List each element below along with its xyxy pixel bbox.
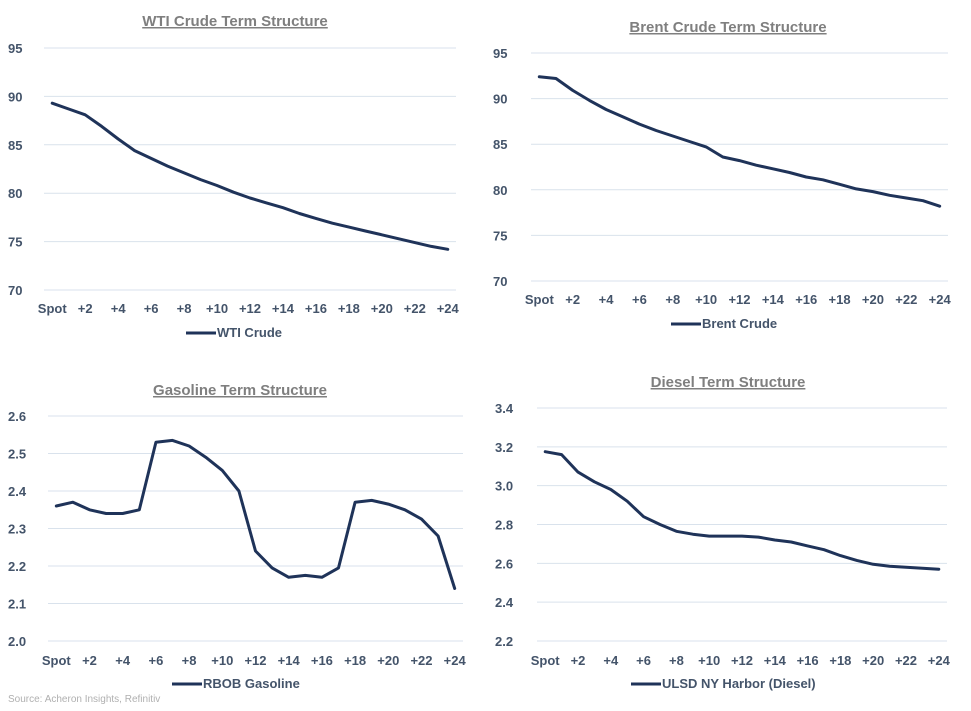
- x-tick-label: +22: [895, 292, 917, 307]
- y-tick-label: 80: [493, 183, 507, 198]
- series-line: [543, 450, 941, 571]
- x-tick-label: +8: [669, 653, 684, 668]
- x-tick-label: +6: [632, 292, 647, 307]
- x-tick-label: +6: [636, 653, 651, 668]
- y-tick-label: 2.3: [8, 522, 26, 537]
- x-tick-label: +10: [698, 653, 720, 668]
- y-tick-label: 2.1: [8, 597, 26, 612]
- chart-title: Diesel Term Structure: [651, 374, 806, 391]
- x-tick-label: +8: [665, 292, 680, 307]
- x-tick-label: +24: [928, 653, 951, 668]
- x-tick-label: +20: [862, 292, 884, 307]
- y-tick-label: 2.4: [495, 595, 514, 610]
- x-tick-label: +16: [797, 653, 819, 668]
- diesel-chart-panel: Diesel Term Structure 2.2 2.4 2.6 2.8 3.0 3.2 3…: [485, 355, 971, 695]
- y-tick-label: 90: [8, 89, 22, 104]
- x-tick-label: +18: [829, 653, 851, 668]
- x-tick-label: +22: [895, 653, 917, 668]
- y-tick-label: 2.6: [495, 556, 513, 571]
- x-tick-label: +2: [565, 292, 580, 307]
- y-tick-label: 95: [8, 41, 22, 56]
- x-tick-label: +2: [82, 653, 97, 668]
- x-tick-label: Spot: [42, 653, 72, 668]
- y-tick-label: 3.4: [495, 401, 514, 416]
- x-tick-label: +18: [344, 653, 366, 668]
- series-line: [54, 438, 457, 590]
- y-tick-label: 2.5: [8, 447, 26, 462]
- x-tick-label: +10: [211, 653, 233, 668]
- x-tick-label: +10: [695, 292, 717, 307]
- gasoline-chart: Gasoline Term Structure 2.0 2.1 2.2 2.3 2.4 2.…: [8, 382, 467, 691]
- wti-chart-panel: WTI Crude Term Structure 70 75 80 85 90 95 Spot…: [0, 0, 485, 355]
- x-tick-label: +12: [728, 292, 750, 307]
- y-tick-label: 2.6: [8, 409, 26, 424]
- x-tick-label: +18: [829, 292, 851, 307]
- y-tick-label: 3.2: [495, 440, 513, 455]
- x-tick-label: +10: [206, 301, 228, 316]
- x-tick-label: +4: [599, 292, 615, 307]
- x-tick-label: Spot: [525, 292, 555, 307]
- gasoline-chart-panel: Gasoline Term Structure 2.0 2.1 2.2 2.3 2.4 2.…: [0, 355, 485, 695]
- x-tick-label: +18: [338, 301, 360, 316]
- x-tick-label: +24: [444, 653, 467, 668]
- x-tick-label: +12: [731, 653, 753, 668]
- legend-label: Brent Crude: [702, 316, 777, 331]
- x-tick-label: +2: [571, 653, 586, 668]
- x-tick-label: +20: [377, 653, 399, 668]
- x-tick-label: +24: [929, 292, 952, 307]
- x-tick-label: +6: [148, 653, 163, 668]
- y-tick-label: 75: [493, 228, 507, 243]
- y-tick-label: 2.2: [495, 634, 513, 649]
- x-tick-label: +8: [182, 653, 197, 668]
- legend-label: RBOB Gasoline: [203, 676, 300, 691]
- source-note: Source: Acheron Insights, Refinitiv: [8, 694, 161, 705]
- legend-label: WTI Crude: [217, 325, 282, 340]
- x-tick-label: +12: [244, 653, 266, 668]
- x-tick-label: +14: [272, 301, 295, 316]
- x-tick-label: +6: [144, 301, 159, 316]
- x-tick-label: +4: [603, 653, 619, 668]
- series-line: [537, 75, 942, 208]
- x-tick-label: +8: [177, 301, 192, 316]
- x-tick-label: +4: [111, 301, 127, 316]
- x-tick-label: +24: [437, 301, 460, 316]
- x-tick-label: +20: [371, 301, 393, 316]
- x-tick-label: +2: [78, 301, 93, 316]
- x-tick-label: +14: [762, 292, 785, 307]
- y-tick-label: 2.8: [495, 518, 513, 533]
- y-tick-label: 70: [493, 274, 507, 289]
- x-tick-label: +20: [862, 653, 884, 668]
- chart-title: Gasoline Term Structure: [153, 382, 327, 399]
- y-tick-label: 3.0: [495, 479, 513, 494]
- diesel-chart: Diesel Term Structure 2.2 2.4 2.6 2.8 3.0 3.2 3…: [495, 374, 951, 691]
- y-tick-label: 2.4: [8, 484, 27, 499]
- y-tick-label: 80: [8, 186, 22, 201]
- y-tick-label: 85: [493, 137, 507, 152]
- y-tick-label: 70: [8, 283, 22, 298]
- y-tick-label: 2.0: [8, 634, 26, 649]
- x-tick-label: +16: [795, 292, 817, 307]
- x-tick-label: +14: [764, 653, 787, 668]
- chart-title: Brent Crude Term Structure: [629, 19, 826, 36]
- x-tick-label: +22: [410, 653, 432, 668]
- y-tick-label: 2.2: [8, 559, 26, 574]
- x-tick-label: +16: [305, 301, 327, 316]
- y-tick-label: 95: [493, 46, 507, 61]
- x-tick-label: +12: [239, 301, 261, 316]
- brent-chart: Brent Crude Term Structure 70 75 80 85 90 95 Sp…: [493, 19, 952, 331]
- x-tick-label: +14: [278, 653, 301, 668]
- x-tick-label: Spot: [38, 301, 68, 316]
- x-tick-label: +16: [311, 653, 333, 668]
- y-tick-label: 90: [493, 92, 507, 107]
- chart-title: WTI Crude Term Structure: [142, 13, 328, 30]
- y-tick-label: 75: [8, 235, 22, 250]
- legend-label: ULSD NY Harbor (Diesel): [662, 676, 816, 691]
- y-tick-label: 85: [8, 138, 22, 153]
- x-tick-label: +4: [115, 653, 131, 668]
- brent-chart-panel: Brent Crude Term Structure 70 75 80 85 90 95 Sp…: [485, 0, 971, 355]
- x-tick-label: +22: [404, 301, 426, 316]
- x-tick-label: Spot: [531, 653, 561, 668]
- wti-chart: WTI Crude Term Structure 70 75 80 85 90 95 Spot…: [8, 13, 460, 340]
- series-line: [50, 101, 450, 251]
